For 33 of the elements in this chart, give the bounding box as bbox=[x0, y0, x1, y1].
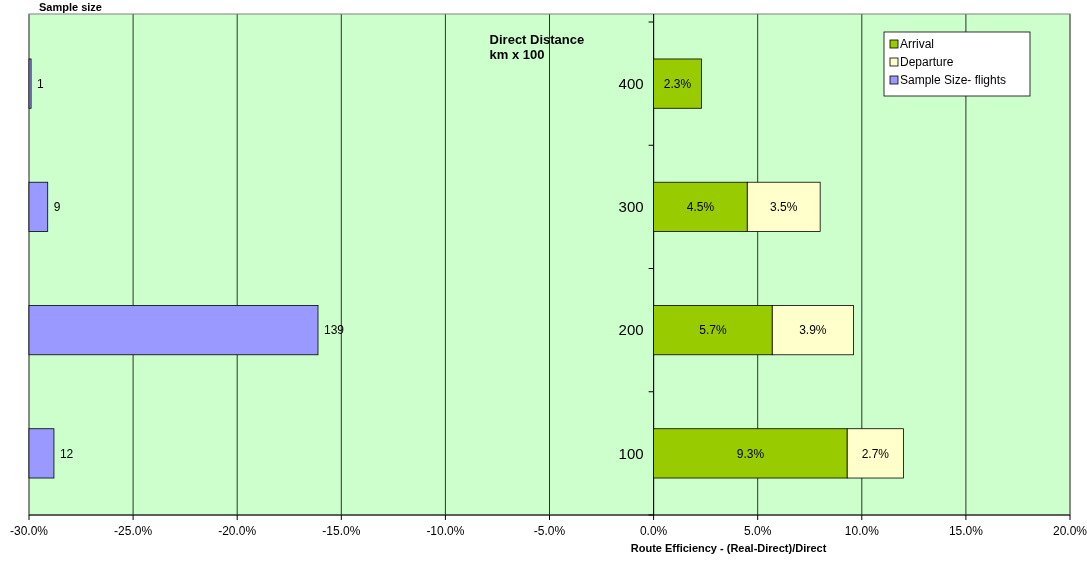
legend-label: Departure bbox=[900, 55, 954, 70]
x-tick-label: -20.0% bbox=[218, 524, 257, 538]
data-label: 2.7% bbox=[861, 446, 890, 461]
legend-label: Sample Size- flights bbox=[900, 73, 1007, 88]
x-tick-label: -10.0% bbox=[426, 524, 465, 538]
x-tick-label: 5.0% bbox=[744, 524, 772, 538]
chart-title: Sample size bbox=[39, 1, 102, 13]
data-label: 2.3% bbox=[663, 76, 692, 91]
data-label: 4.5% bbox=[686, 200, 715, 215]
bar bbox=[28, 181, 49, 232]
data-label: 3.5% bbox=[770, 200, 798, 215]
data-label: 9 bbox=[53, 200, 61, 215]
x-tick-label: 0.0% bbox=[639, 524, 668, 538]
y-tick-label: 300 bbox=[618, 198, 644, 216]
x-tick-label: 20.0% bbox=[1052, 524, 1087, 538]
y-tick-label: 100 bbox=[618, 444, 644, 462]
y-tick-label: 200 bbox=[618, 321, 644, 339]
x-tick-label: 10.0% bbox=[844, 524, 880, 538]
x-axis-title: Route Efficiency - (Real-Direct)/Direct bbox=[630, 542, 827, 554]
data-label: 5.7% bbox=[699, 323, 727, 338]
x-tick-label: -5.0% bbox=[533, 524, 566, 538]
bar bbox=[28, 428, 55, 479]
data-label: 9.3% bbox=[736, 446, 765, 461]
x-tick-label: -25.0% bbox=[114, 524, 153, 538]
y-tick-label: 400 bbox=[618, 74, 644, 92]
legend-label: Arrival bbox=[900, 37, 935, 52]
x-tick-label: 15.0% bbox=[948, 524, 984, 538]
data-label: 1 bbox=[37, 76, 45, 91]
x-tick-label: -30.0% bbox=[9, 524, 49, 538]
data-label: 3.9% bbox=[799, 323, 827, 338]
data-label: 12 bbox=[59, 446, 74, 461]
bar bbox=[28, 58, 32, 109]
x-tick-label: -15.0% bbox=[322, 524, 361, 538]
